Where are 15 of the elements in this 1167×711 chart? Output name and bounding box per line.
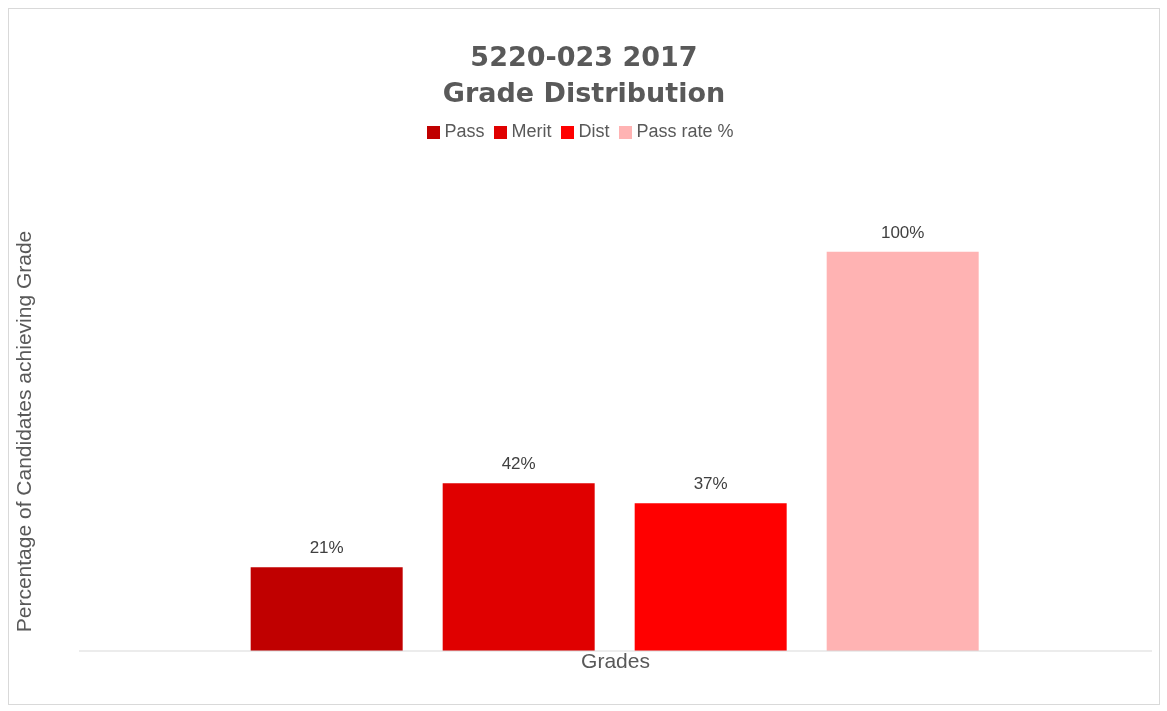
data-label: 21% (309, 538, 344, 558)
bar (826, 251, 979, 651)
data-label: 100% (880, 222, 925, 242)
data-label: 42% (501, 454, 536, 474)
legend-label: Merit (511, 121, 552, 141)
legend-label: Dist (578, 121, 610, 141)
legend-label: Pass (444, 121, 485, 141)
bar (442, 483, 595, 651)
x-axis-title: Grades (581, 648, 650, 672)
y-axis-title: Percentage of Candidates achieving Grade (12, 230, 36, 633)
legend-label: Pass rate % (636, 121, 734, 141)
bar (634, 503, 787, 651)
data-label: 37% (693, 474, 728, 494)
bar (250, 567, 403, 651)
chart-title: 5220-023 2017 Grade Distribution (441, 40, 727, 110)
